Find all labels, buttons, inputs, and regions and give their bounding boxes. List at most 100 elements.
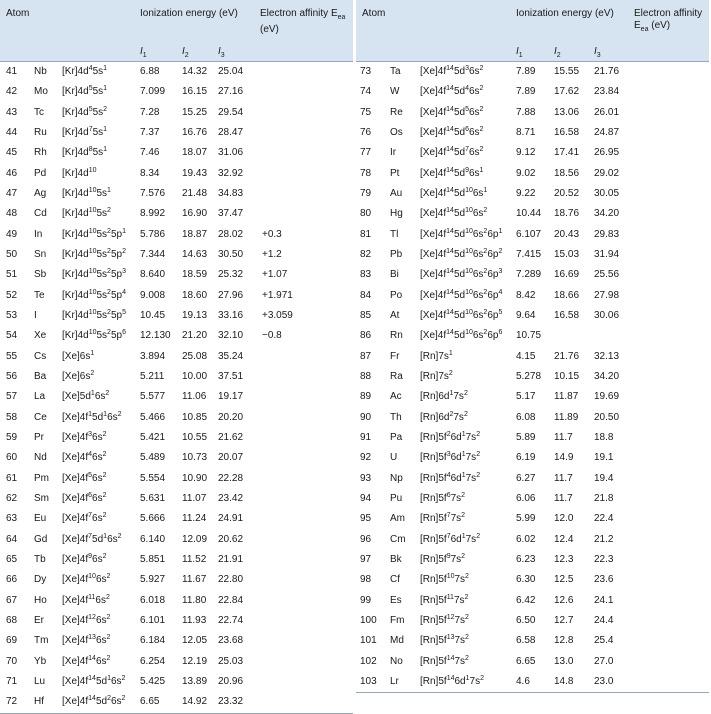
ionization-energy-1: 5.631 bbox=[140, 492, 166, 504]
ionization-energy-2: 12.3 bbox=[554, 553, 574, 565]
table-row: 67 Ho [Xe]4f116s2 6.018 11.80 22.84 bbox=[0, 591, 353, 611]
ionization-energy-2: 11.93 bbox=[182, 614, 207, 626]
ionization-energy-1: 6.107 bbox=[516, 228, 542, 240]
ionization-energy-2: 16.69 bbox=[554, 269, 580, 281]
atomic-number: 100 bbox=[360, 614, 377, 626]
ionization-energy-1: 9.008 bbox=[140, 289, 166, 301]
ionization-energy-1: 4.15 bbox=[516, 350, 536, 362]
element-symbol: Rn bbox=[390, 330, 403, 342]
element-symbol: Hf bbox=[34, 696, 44, 708]
ionization-energy-3: 29.02 bbox=[594, 167, 620, 179]
ionization-energy-3: 32.10 bbox=[218, 330, 244, 342]
table-row: 88 Ra [Rn]7s2 5.278 10.15 34.20 bbox=[356, 367, 709, 387]
ionization-energy-2: 14.8 bbox=[554, 675, 574, 687]
table-row: 96 Cm [Rn]5f76d17s2 6.02 12.4 21.2 bbox=[356, 530, 709, 550]
electron-affinity: −0.8 bbox=[262, 330, 282, 342]
ionization-energy-3: 24.91 bbox=[218, 513, 244, 525]
electron-configuration: [Kr]4d105s25p4 bbox=[62, 288, 126, 301]
header-i1: I1 bbox=[140, 46, 147, 62]
atomic-number: 76 bbox=[360, 126, 372, 138]
header-i3: I3 bbox=[594, 46, 601, 62]
ionization-energy-3: 21.76 bbox=[594, 66, 620, 77]
ionization-energy-3: 33.16 bbox=[218, 309, 244, 321]
element-symbol: Tc bbox=[34, 106, 44, 118]
ionization-energy-3: 32.92 bbox=[218, 167, 244, 179]
ionization-energy-1: 6.65 bbox=[516, 655, 536, 667]
ionization-energy-1: 6.88 bbox=[140, 66, 160, 77]
electron-affinity: +0.3 bbox=[262, 228, 282, 240]
atomic-number: 41 bbox=[6, 66, 18, 77]
ionization-energy-2: 21.20 bbox=[182, 330, 208, 342]
ionization-energy-2: 13.06 bbox=[554, 106, 580, 118]
ionization-energy-3: 22.80 bbox=[218, 574, 244, 586]
table-row: 95 Am [Rn]5f77s2 5.99 12.0 22.4 bbox=[356, 509, 709, 529]
element-symbol: Po bbox=[390, 289, 403, 301]
ionization-energy-2: 14.92 bbox=[182, 696, 208, 708]
atomic-number: 88 bbox=[360, 370, 372, 382]
electron-configuration: [Xe]4f145d106s26p5 bbox=[420, 308, 503, 321]
ionization-energy-2: 11.7 bbox=[554, 472, 573, 484]
ionization-energy-1: 12.130 bbox=[140, 330, 171, 342]
electron-configuration: [Rn]5f147s2 bbox=[420, 654, 469, 667]
ionization-energy-1: 9.64 bbox=[516, 309, 536, 321]
ionization-energy-3: 37.51 bbox=[218, 370, 244, 382]
ionization-energy-3: 34.83 bbox=[218, 187, 244, 199]
ionization-energy-3: 25.56 bbox=[594, 269, 620, 281]
electron-configuration: [Xe]4f145d106s26p4 bbox=[420, 288, 503, 301]
table-row: 62 Sm [Xe]4f66s2 5.631 11.07 23.42 bbox=[0, 489, 353, 509]
table-row: 43 Tc [Kr]4d55s2 7.28 15.25 29.54 bbox=[0, 103, 353, 123]
element-symbol: Fm bbox=[390, 614, 405, 626]
atomic-number: 71 bbox=[6, 675, 18, 687]
electron-configuration: [Xe]4f145d66s2 bbox=[420, 125, 484, 138]
i2-letter: I bbox=[554, 46, 557, 57]
atomic-number: 47 bbox=[6, 187, 18, 199]
electron-configuration: [Xe]5d16s2 bbox=[62, 390, 110, 403]
electron-configuration: [Kr]4d75s1 bbox=[62, 125, 108, 138]
ionization-energy-1: 6.101 bbox=[140, 614, 166, 626]
electron-configuration: [Kr]4d105s25p3 bbox=[62, 268, 126, 281]
electron-configuration: [Xe]4f145d96s1 bbox=[420, 166, 484, 179]
ionization-energy-2: 18.56 bbox=[554, 167, 580, 179]
ionization-energy-3: 23.6 bbox=[594, 574, 614, 586]
element-symbol: Pr bbox=[34, 431, 44, 443]
atomic-number: 59 bbox=[6, 431, 18, 443]
electron-configuration: [Rn]5f26d17s2 bbox=[420, 430, 481, 443]
atomic-number: 65 bbox=[6, 553, 18, 565]
ionization-energy-2: 13.89 bbox=[182, 675, 208, 687]
electron-configuration: [Rn]7s2 bbox=[420, 369, 453, 382]
table-row: 58 Ce [Xe]4f15d16s2 5.466 10.85 20.20 bbox=[0, 408, 353, 428]
element-symbol: W bbox=[390, 86, 400, 98]
atomic-number: 73 bbox=[360, 66, 372, 77]
header-atom: Atom bbox=[6, 8, 30, 19]
table-row: 68 Er [Xe]4f126s2 6.101 11.93 22.74 bbox=[0, 611, 353, 631]
electron-configuration: [Rn]5f117s2 bbox=[420, 593, 469, 606]
ionization-energy-1: 6.65 bbox=[140, 696, 160, 708]
element-symbol: Md bbox=[390, 635, 404, 647]
table-row: 65 Tb [Xe]4f96s2 5.851 11.52 21.91 bbox=[0, 550, 353, 570]
table-row: 49 In [Kr]4d105s25p1 5.786 18.87 28.02 +0.3 bbox=[0, 225, 353, 245]
table-row: 53 I [Kr]4d105s25p5 10.45 19.13 33.16 +3.059 bbox=[0, 306, 353, 326]
ionization-energy-2: 12.7 bbox=[554, 614, 574, 626]
element-symbol: Pa bbox=[390, 431, 403, 443]
electron-configuration: [Xe]4f116s2 bbox=[62, 593, 110, 606]
ionization-energy-3: 30.05 bbox=[594, 187, 620, 199]
ionization-energy-3: 24.4 bbox=[594, 614, 614, 626]
element-symbol: Ta bbox=[390, 66, 401, 77]
electron-configuration: [Xe]4f145d106s1 bbox=[420, 186, 488, 199]
i1-letter: I bbox=[140, 46, 143, 57]
table-row: 50 Sn [Kr]4d105s25p2 7.344 14.63 30.50 +1.2 bbox=[0, 245, 353, 265]
atomic-number: 60 bbox=[6, 452, 18, 464]
atomic-number: 90 bbox=[360, 411, 372, 423]
electron-affinity: +3.059 bbox=[262, 309, 293, 321]
affinity-unit: (eV) bbox=[651, 20, 671, 31]
atomic-number: 78 bbox=[360, 167, 372, 179]
electron-configuration: [Xe]4f145d76s2 bbox=[420, 146, 484, 159]
ionization-energy-3: 28.47 bbox=[218, 126, 244, 138]
ionization-energy-1: 5.211 bbox=[140, 370, 165, 382]
element-symbol: Sm bbox=[34, 492, 49, 504]
ionization-energy-2: 14.9 bbox=[554, 452, 574, 464]
element-symbol: Nd bbox=[34, 452, 47, 464]
ionization-energy-3: 26.95 bbox=[594, 147, 620, 159]
i2-subscript: 2 bbox=[184, 52, 189, 59]
ionization-energy-2: 20.52 bbox=[554, 187, 580, 199]
